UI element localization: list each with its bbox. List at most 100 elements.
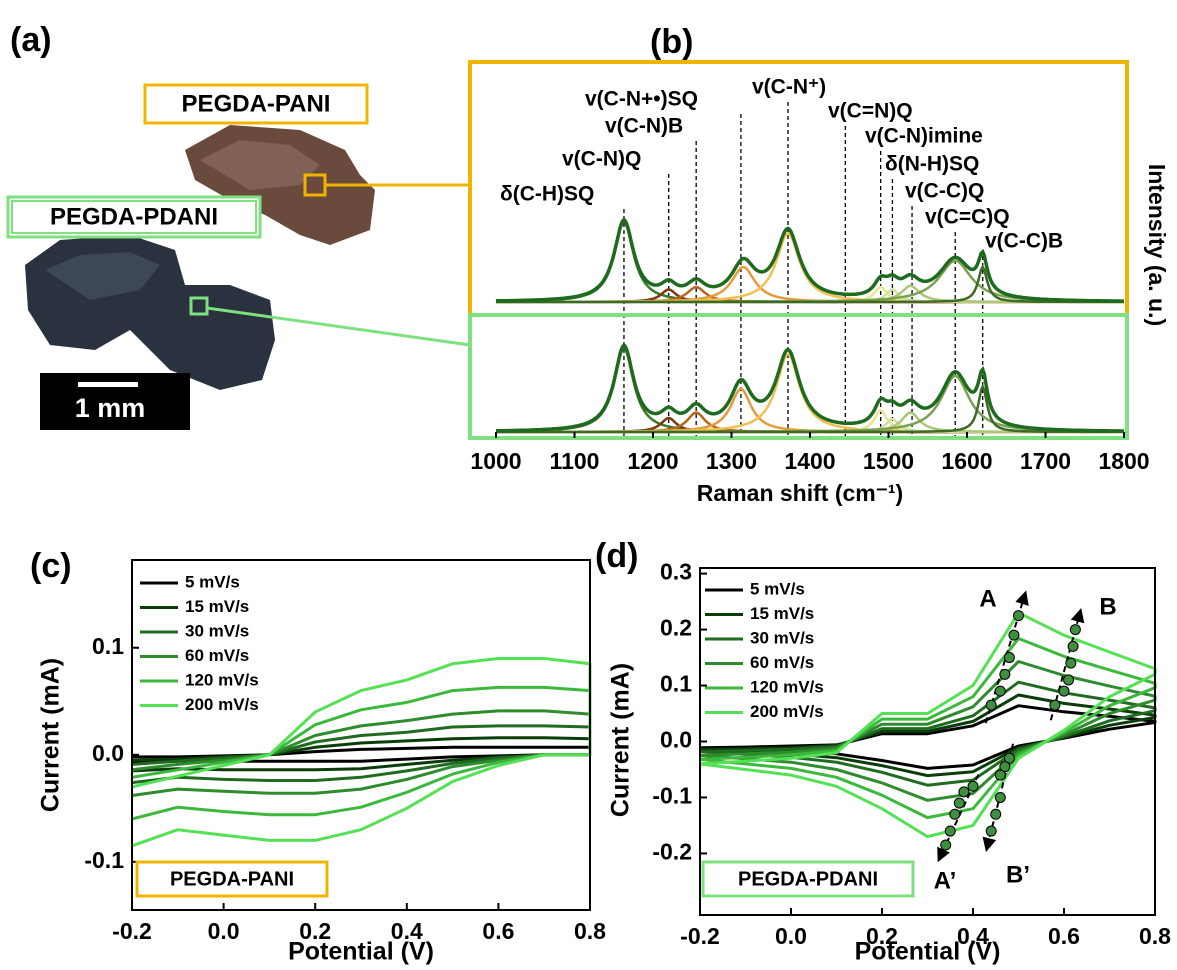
legend-label: 5 mV/s	[750, 579, 805, 598]
x-tick-label: 1800	[1098, 448, 1149, 474]
peak-marker	[1063, 674, 1075, 686]
peak-marker	[1065, 657, 1077, 669]
y-tick-label: 0.3	[660, 559, 692, 585]
x-tick-label: 0.2	[299, 918, 331, 944]
y-axis-label: Current (mA)	[37, 658, 65, 812]
x-tick-label: -0.2	[680, 923, 720, 949]
fit-curve	[496, 343, 1124, 433]
sample-label: PEGDA-PANI	[170, 868, 294, 890]
panel-label: (a)	[10, 21, 52, 59]
panel-label: (b)	[650, 23, 693, 61]
peak-marker	[940, 839, 952, 851]
y-axis-label: Current (mA)	[607, 663, 635, 817]
peak-marker	[958, 786, 970, 798]
legend-label: 30 mV/s	[750, 628, 814, 647]
peak-label: v(C=C)Q	[925, 206, 1010, 229]
peak-marker	[994, 791, 1006, 803]
peak-marker	[1049, 699, 1061, 711]
legend-label: 15 mV/s	[750, 604, 814, 623]
panel-label: (d)	[595, 537, 638, 575]
x-tick-label: 1400	[784, 448, 835, 474]
peak-marker	[999, 761, 1011, 773]
x-tick-label: 0.4	[957, 923, 989, 949]
cv-curve	[131, 709, 592, 797]
peak-marker	[1003, 752, 1015, 764]
y-axis-label: Intensity (a. u.)	[1144, 164, 1170, 326]
label-box	[143, 83, 369, 125]
peak-label: v(C-N)imine	[865, 125, 983, 148]
peak-marker	[1058, 685, 1070, 697]
component-peak	[496, 346, 1124, 434]
legend-label: 60 mV/s	[185, 646, 249, 665]
x-tick-label: 1500	[863, 448, 914, 474]
y-tick-label: 0.1	[660, 671, 692, 697]
x-tick-label: 1700	[1020, 448, 1071, 474]
peak-letter: A	[979, 585, 996, 612]
peak-letter: A’	[934, 867, 957, 894]
legend-label: 200 mV/s	[185, 695, 259, 714]
label-box	[6, 195, 262, 239]
legend-label: 15 mV/s	[185, 597, 249, 616]
peak-marker	[953, 797, 965, 809]
peak-marker	[1003, 652, 1015, 664]
component-peak	[496, 264, 1124, 304]
photo: PEGDA-PANI PEGDA-PDANI 1 mm	[6, 83, 471, 430]
x-tick-label: 0.6	[482, 918, 514, 944]
legend-label: 5 mV/s	[185, 572, 240, 591]
legend-label: 30 mV/s	[185, 621, 249, 640]
x-tick-label: 1300	[706, 448, 757, 474]
panel-label: (c)	[30, 547, 72, 585]
x-axis-label: Potential (V)	[855, 938, 1001, 966]
peak-marker	[994, 769, 1006, 781]
x-tick-label: 0.8	[1139, 923, 1171, 949]
peak-marker	[994, 685, 1006, 697]
legend-label: 60 mV/s	[750, 653, 814, 672]
peak-label: v(C-N)B	[605, 115, 683, 138]
x-tick-label: 1000	[470, 448, 521, 474]
peak-label: v(C-N+•)SQ	[585, 88, 698, 111]
x-axis-label: Raman shift (cm⁻¹)	[697, 480, 903, 506]
sample-label: PEGDA-PDANI	[50, 203, 218, 230]
connector	[206, 306, 471, 347]
spectrum-frame	[468, 313, 1129, 440]
peak-marker	[985, 699, 997, 711]
fit-curve	[495, 218, 1124, 303]
sample-box	[135, 860, 329, 898]
x-tick-label: 0.4	[391, 918, 423, 944]
zoom-box	[189, 296, 209, 316]
peak-label: v(C-C)B	[985, 230, 1063, 253]
x-tick-label: -0.2	[112, 918, 152, 944]
peak-marker	[990, 808, 1002, 820]
peak-label: v(C=N)Q	[828, 100, 913, 123]
x-tick-label: 1200	[627, 448, 678, 474]
peak-marker	[1067, 640, 1079, 652]
y-tick-label: -0.1	[652, 783, 692, 809]
peak-label: δ(C-H)SQ	[500, 183, 594, 206]
peak-label: v(C-N)Q	[562, 148, 641, 171]
plot-frame	[131, 559, 591, 911]
scale-label: 1 mm	[75, 393, 146, 423]
peak-marker	[999, 668, 1011, 680]
peak-label: v(C-N⁺)	[752, 76, 826, 99]
peak-marker	[949, 808, 961, 820]
peak-marker	[967, 780, 979, 792]
y-tick-label: 0.0	[92, 740, 124, 766]
pdani-highlight	[45, 252, 160, 300]
peak-marker	[1069, 624, 1081, 636]
peak-label: δ(N-H)SQ	[885, 153, 979, 176]
peak-marker	[985, 825, 997, 837]
peak-letter: B’	[1006, 861, 1030, 888]
x-axis-label: Potential (V)	[288, 938, 434, 966]
x-tick-label: 0.0	[208, 918, 240, 944]
y-tick-label: -0.2	[652, 839, 692, 865]
x-tick-label: 0.2	[866, 923, 898, 949]
y-tick-label: 0.1	[92, 633, 124, 659]
x-tick-label: 1600	[941, 448, 992, 474]
y-tick-label: -0.1	[84, 847, 124, 873]
legend-label: 120 mV/s	[750, 677, 824, 696]
sample-label: PEGDA-PANI	[182, 90, 331, 117]
peak-marker	[944, 825, 956, 837]
y-tick-label: 0.0	[660, 727, 692, 753]
y-tick-label: 0.2	[660, 615, 692, 641]
